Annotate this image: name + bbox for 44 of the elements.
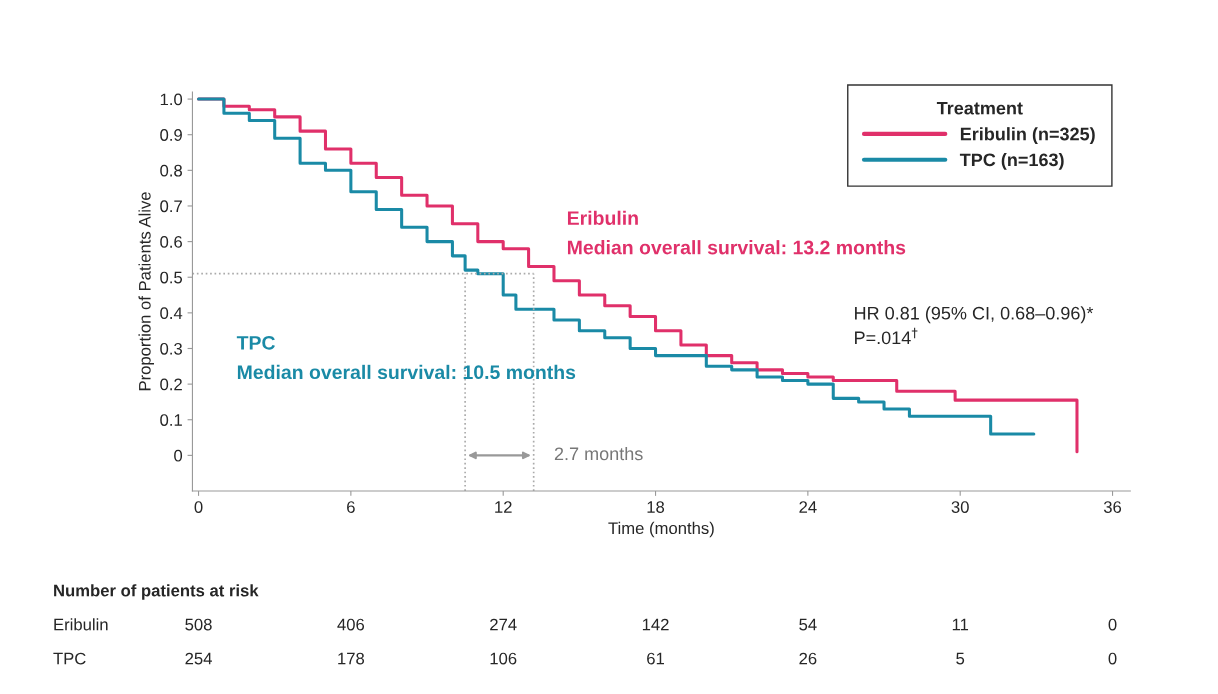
y-tick-label: 1.0 <box>160 93 183 106</box>
y-tick-label: 0 <box>174 449 183 462</box>
legend-title: Treatment <box>936 101 1023 115</box>
y-axis-title: Proportion of Patients Alive <box>138 192 154 391</box>
x-tick-label: 24 <box>799 501 817 513</box>
x-tick-label: 30 <box>951 501 969 513</box>
text: Number of patients at risk <box>54 584 259 600</box>
text: 54 <box>799 618 817 631</box>
text: Eribulin <box>54 618 108 631</box>
legend-label: Eribulin (n=325) <box>960 127 1095 144</box>
text: TPC <box>53 652 86 665</box>
y-tick-label: 0.5 <box>160 271 183 284</box>
y-tick-label: 0.1 <box>160 414 182 426</box>
x-tick-label: 18 <box>647 501 665 513</box>
annotation: TPC Median overall survival: 10.5 months <box>236 335 576 380</box>
annotation: HR 0.81 (95% CI, 0.68–0.96)* P=.014$^{†}$ <box>855 306 1094 345</box>
text: 508 <box>185 618 212 631</box>
y-tick-label: 0.9 <box>160 129 182 141</box>
text: 26 <box>799 652 817 665</box>
text: 274 <box>490 618 517 631</box>
y-tick-label: 0.4 <box>160 307 183 320</box>
y-tick-label: 0.3 <box>160 342 182 355</box>
text: 61 <box>647 652 664 665</box>
y-tick-label: 0.6 <box>160 236 182 248</box>
text: 11 <box>952 618 969 631</box>
text: 178 <box>338 652 365 665</box>
y-tick-label: 0.7 <box>160 200 182 213</box>
text: 142 <box>642 618 669 631</box>
text: 0 <box>1108 618 1117 631</box>
annotation: 2.7 months <box>554 446 643 461</box>
y-tick-label: 0.8 <box>160 164 182 177</box>
text: 254 <box>185 652 212 665</box>
x-tick-label: 12 <box>495 501 512 513</box>
legend-label: TPC (n=163) <box>959 152 1064 170</box>
x-tick-label: 6 <box>347 501 355 513</box>
x-axis-title: Time (months) <box>608 521 714 538</box>
text: 106 <box>490 652 517 665</box>
x-tick-label: 36 <box>1103 501 1122 513</box>
text: 406 <box>337 618 365 631</box>
y-tick-label: 0.2 <box>160 378 182 391</box>
text: 5 <box>956 652 965 665</box>
x-tick-label: 0 <box>194 501 203 513</box>
text: 0 <box>1108 652 1117 665</box>
annotation: Eribulin Median overall survival: 13.2 months <box>567 210 906 255</box>
